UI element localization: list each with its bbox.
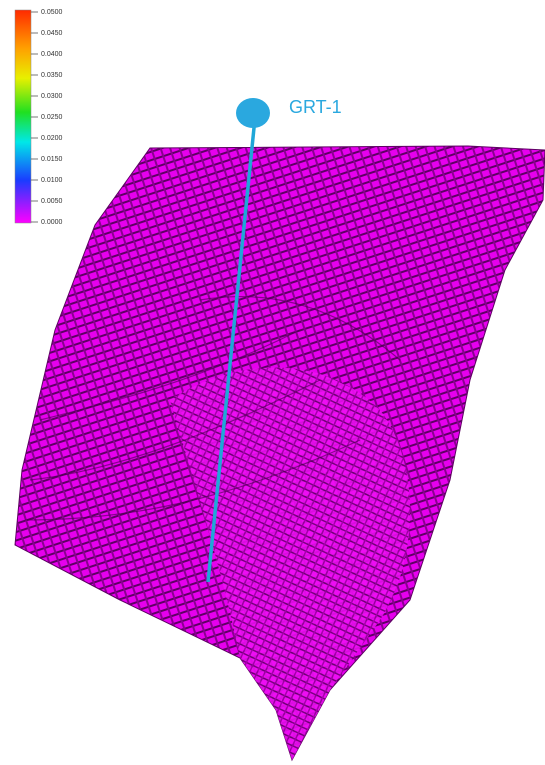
colorbar-label: 0.0100 — [41, 177, 63, 184]
colorbar-label: 0.0200 — [41, 135, 63, 142]
colorbar — [14, 9, 32, 224]
colorbar-label: 0.0300 — [41, 93, 63, 100]
colorbar-label: 0.0350 — [41, 72, 63, 79]
grid-terrace — [24, 296, 401, 521]
colorbar-label: 0.0250 — [41, 114, 63, 121]
colorbar-label: 0.0400 — [41, 51, 63, 58]
well-head — [236, 98, 270, 128]
colorbar-label: 0.0000 — [41, 219, 63, 226]
well-label: GRT-1 — [289, 97, 342, 117]
grid-fold — [170, 367, 410, 760]
well-path — [206, 117, 257, 583]
colorbar-label: 0.0050 — [41, 198, 63, 205]
colorbar-label: 0.0500 — [41, 9, 63, 16]
colorbar-label: 0.0150 — [41, 156, 63, 163]
colorbar-label: 0.0450 — [41, 30, 63, 37]
